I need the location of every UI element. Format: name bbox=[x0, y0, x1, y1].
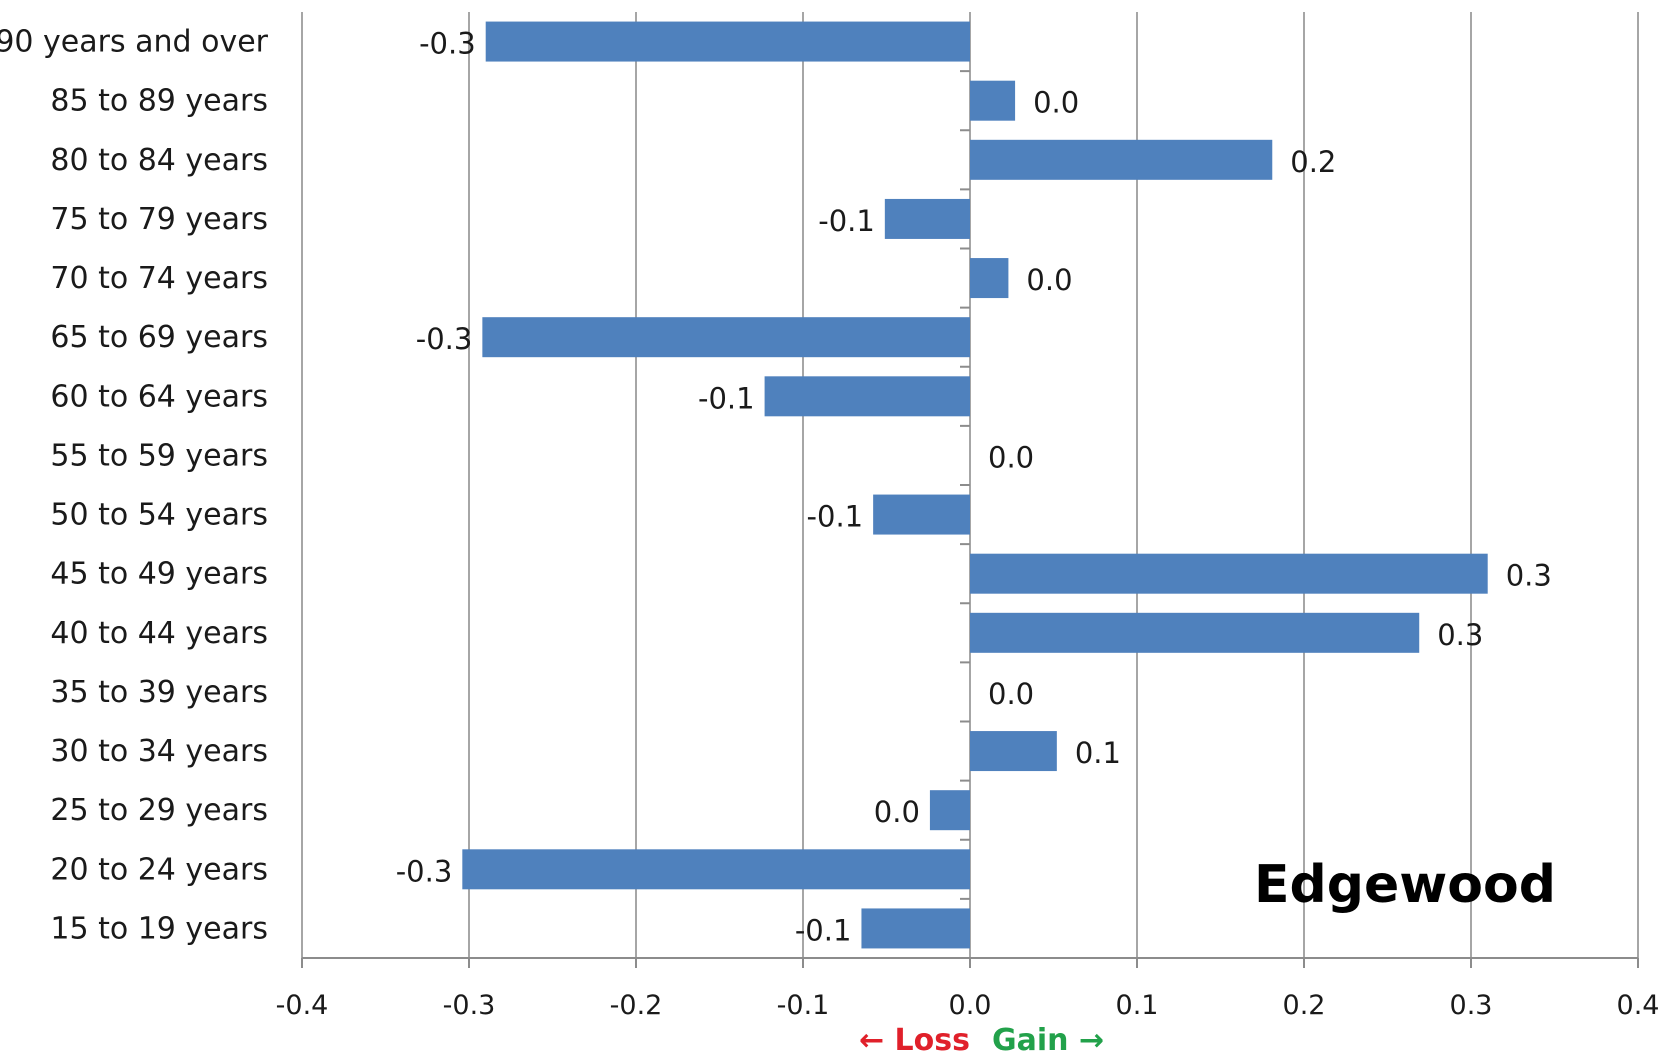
bar-9 bbox=[970, 553, 1488, 594]
category-label-8: 50 to 54 years bbox=[50, 498, 268, 533]
bar-6 bbox=[764, 376, 970, 417]
bar-13 bbox=[929, 790, 970, 831]
bar-14 bbox=[462, 849, 970, 890]
category-label-4: 70 to 74 years bbox=[50, 261, 268, 296]
data-label-13: 0.0 bbox=[874, 795, 920, 829]
data-label-12: 0.1 bbox=[1075, 736, 1121, 770]
category-label-15: 15 to 19 years bbox=[50, 911, 268, 946]
bar-3 bbox=[884, 198, 970, 239]
x-tick-label-4: 0.0 bbox=[949, 990, 992, 1021]
category-label-10: 40 to 44 years bbox=[50, 616, 268, 651]
axes bbox=[301, 70, 1639, 968]
loss-label: ← Loss bbox=[859, 1023, 970, 1058]
x-tick-label-7: 0.3 bbox=[1450, 990, 1493, 1021]
data-label-2: 0.2 bbox=[1290, 145, 1336, 179]
x-tick-label-8: 0.4 bbox=[1617, 990, 1660, 1021]
data-label-15: -0.1 bbox=[795, 913, 852, 947]
bar-10 bbox=[970, 612, 1420, 653]
category-label-0: 90 years and over bbox=[0, 25, 269, 60]
bar-0 bbox=[485, 21, 970, 62]
x-tick-label-5: 0.1 bbox=[1116, 990, 1159, 1021]
data-label-10: 0.3 bbox=[1437, 618, 1483, 652]
x-tick-label-1: -0.3 bbox=[443, 990, 496, 1021]
category-label-2: 80 to 84 years bbox=[50, 143, 268, 178]
data-label-14: -0.3 bbox=[396, 854, 453, 888]
x-tick-label-3: -0.1 bbox=[777, 990, 830, 1021]
data-label-0: -0.3 bbox=[419, 27, 476, 61]
data-label-5: -0.3 bbox=[416, 322, 473, 356]
chart-title: Edgewood bbox=[1254, 855, 1556, 915]
category-label-3: 75 to 79 years bbox=[50, 202, 268, 237]
category-label-5: 65 to 69 years bbox=[50, 320, 268, 355]
data-label-11: 0.0 bbox=[988, 677, 1034, 711]
data-label-3: -0.1 bbox=[818, 204, 875, 238]
data-label-9: 0.3 bbox=[1506, 559, 1552, 593]
bar-1 bbox=[970, 80, 1016, 121]
category-label-13: 25 to 29 years bbox=[50, 793, 268, 828]
bar-15 bbox=[861, 908, 970, 949]
category-labels: 90 years and over 85 to 89 years 80 to 84 … bbox=[0, 25, 269, 947]
bar-4 bbox=[970, 258, 1009, 299]
gain-label: Gain → bbox=[992, 1023, 1104, 1058]
data-label-4: 0.0 bbox=[1026, 263, 1072, 297]
data-label-8: -0.1 bbox=[807, 500, 864, 534]
x-tick-label-2: -0.2 bbox=[610, 990, 663, 1021]
tick-labels: -0.4 -0.3 -0.2 -0.1 0.0 0.1 0.2 0.3 0.4 bbox=[276, 990, 1660, 1021]
bar-8 bbox=[873, 494, 970, 535]
bar-12 bbox=[970, 731, 1057, 772]
data-label-6: -0.1 bbox=[698, 381, 755, 415]
x-tick-label-6: 0.2 bbox=[1283, 990, 1326, 1021]
category-label-12: 30 to 34 years bbox=[50, 734, 268, 769]
category-label-11: 35 to 39 years bbox=[50, 675, 268, 710]
bar-2 bbox=[970, 139, 1273, 180]
category-label-9: 45 to 49 years bbox=[50, 557, 268, 592]
bars bbox=[462, 21, 1488, 949]
category-label-6: 60 to 64 years bbox=[50, 379, 268, 414]
x-tick-label-0: -0.4 bbox=[276, 990, 329, 1021]
data-label-1: 0.0 bbox=[1033, 86, 1079, 120]
category-label-14: 20 to 24 years bbox=[50, 852, 268, 887]
category-label-7: 55 to 59 years bbox=[50, 438, 268, 473]
category-label-1: 85 to 89 years bbox=[50, 84, 268, 119]
bar-5 bbox=[482, 317, 970, 358]
data-label-7: 0.0 bbox=[988, 440, 1034, 474]
data-labels: -0.3 0.0 0.2 -0.1 0.0 -0.3 -0.1 0.0 -0.1 0.3 0.3 0.… bbox=[396, 27, 1552, 948]
